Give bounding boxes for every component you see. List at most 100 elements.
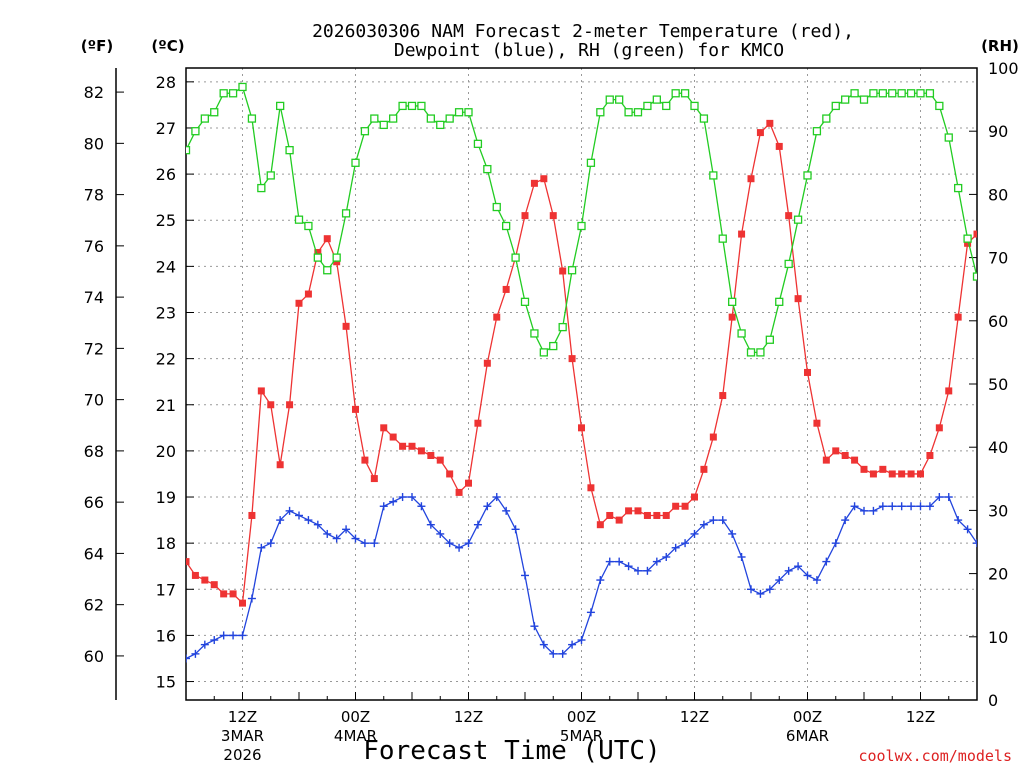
x-tick-label: 12Z — [680, 708, 709, 726]
celsius-tick-label: 20 — [156, 442, 176, 461]
rh-point — [624, 108, 633, 117]
temperature-point — [370, 475, 378, 483]
temperature-point — [248, 511, 256, 519]
celsius-tick-label: 27 — [156, 119, 176, 138]
dewpoint-point — [473, 520, 482, 529]
rh-point — [972, 272, 977, 281]
rh-point — [906, 89, 916, 98]
rh-point — [699, 114, 709, 123]
dewpoint-point — [954, 516, 963, 525]
celsius-tick-label: 28 — [156, 73, 176, 92]
rh-point — [426, 114, 435, 123]
celsius-tick-label: 18 — [156, 534, 176, 553]
rh-point — [464, 108, 473, 117]
x-axis-label: Forecast Time (UTC) — [363, 736, 660, 766]
fahrenheit-tick-label: 66 — [84, 493, 104, 512]
rh-point — [756, 348, 765, 357]
rh-point — [186, 146, 191, 155]
rh-point — [417, 101, 426, 111]
dewpoint-point — [266, 539, 275, 548]
dewpoint-point — [445, 539, 454, 548]
rh-point — [276, 101, 285, 111]
temperature-point — [465, 479, 472, 487]
temperature-point — [841, 452, 849, 460]
dewpoint-point — [690, 529, 699, 538]
temperature-point — [615, 516, 623, 524]
rh-point — [219, 89, 228, 98]
rh-point — [775, 297, 784, 306]
dewpoint-point — [794, 562, 803, 571]
dewpoint-point — [483, 502, 492, 511]
rh-point — [247, 114, 257, 123]
dewpoint-point — [652, 557, 661, 566]
rh-tick-label: 80 — [988, 185, 1008, 204]
dewpoint-point — [765, 585, 774, 594]
temperature-point — [201, 576, 209, 584]
rh-tick-label: 40 — [988, 438, 1008, 457]
celsius-tick-label: 24 — [156, 257, 176, 276]
dewpoint-point — [502, 506, 511, 515]
dewpoint-point — [973, 539, 977, 548]
temperature-point — [239, 599, 246, 607]
temperature-point — [785, 212, 793, 220]
chart-title-line2: Dewpoint (blue), RH (green) for KMCO — [394, 40, 784, 61]
rh-unit-label: (RH) — [981, 37, 1019, 55]
rh-point — [944, 133, 953, 142]
temperature-point — [333, 258, 341, 266]
rh-point — [963, 234, 972, 243]
rh-point — [445, 114, 454, 123]
rh-point — [652, 95, 661, 104]
rh-point — [897, 89, 906, 98]
dewpoint-point — [511, 525, 520, 534]
temperature-series — [186, 119, 977, 607]
rh-point — [793, 215, 803, 224]
dewpoint-point — [295, 511, 303, 520]
temperature-point — [898, 470, 906, 478]
dewpoint-point — [436, 529, 445, 538]
rh-tick-label: 30 — [988, 501, 1008, 520]
temperature-point — [775, 142, 783, 150]
rh-point — [935, 101, 944, 111]
fahrenheit-unit-label: (ºF) — [81, 37, 113, 55]
rh-tick-label: 20 — [988, 565, 1008, 584]
temperature-point — [578, 424, 585, 432]
temperature-point — [973, 230, 977, 238]
temperature-point — [286, 401, 294, 409]
temperature-point — [186, 558, 190, 566]
fahrenheit-tick-label: 74 — [84, 288, 104, 307]
celsius-tick-label: 22 — [156, 350, 176, 369]
dewpoint-point — [869, 506, 878, 515]
rh-point — [238, 82, 247, 92]
temperature-point — [672, 502, 680, 510]
temperature-point — [521, 212, 529, 220]
dewpoint-point — [408, 493, 416, 502]
rh-point — [878, 89, 887, 98]
celsius-tick-label: 26 — [156, 165, 176, 184]
temperature-point — [954, 313, 962, 321]
dewpoint-point — [897, 502, 906, 511]
dewpoint-point — [709, 516, 718, 525]
temperature-point — [191, 571, 199, 579]
temperature-point — [323, 235, 331, 243]
rh-point — [577, 221, 586, 231]
rh-point — [549, 341, 558, 351]
dewpoint-point — [756, 589, 765, 598]
dewpoint-point — [624, 562, 633, 571]
rh-point — [803, 171, 812, 180]
dewpoint-point — [530, 622, 539, 631]
dewpoint-point — [681, 539, 690, 548]
dewpoint-line — [186, 496, 977, 660]
rh-point — [596, 108, 605, 117]
dewpoint-point — [643, 566, 652, 575]
temperature-point — [474, 419, 482, 427]
dewpoint-point — [775, 576, 784, 585]
rh-point — [841, 95, 850, 104]
celsius-tick-label: 15 — [156, 673, 176, 692]
x-tick-label: 12Z — [228, 708, 257, 726]
fahrenheit-tick-label: 76 — [84, 237, 104, 256]
rh-point — [341, 209, 351, 218]
rh-point — [304, 221, 313, 231]
rh-point — [200, 114, 209, 123]
celsius-tick-label: 23 — [156, 303, 176, 322]
dewpoint-point — [850, 502, 859, 511]
